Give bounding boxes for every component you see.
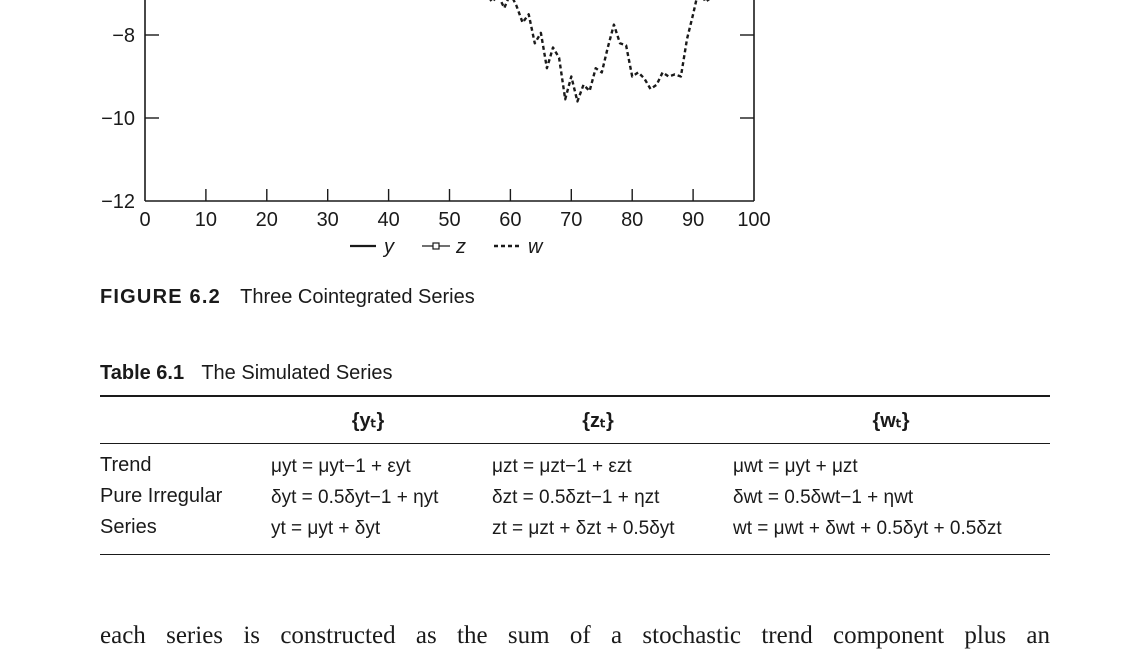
x-tick-label: 70 (560, 209, 582, 231)
x-tick-label: 20 (256, 209, 278, 231)
figure-caption: FIGURE 6.2 Three Cointegrated Series (100, 286, 475, 309)
figure-caption-text: Three Cointegrated Series (240, 286, 475, 308)
cell-trend-z: μzt = μzt−1 + εzt (492, 456, 632, 477)
x-tick-label: 60 (499, 209, 521, 231)
column-head-z: {zₜ} (582, 410, 614, 432)
table-caption-text: The Simulated Series (201, 362, 393, 384)
cell-trend-w: μwt = μyt + μzt (733, 456, 858, 477)
figure-label: FIGURE 6.2 (100, 286, 221, 308)
column-head-y: {yₜ} (351, 410, 385, 432)
cell-series-z: zt = μzt + δzt + 0.5δyt (492, 518, 675, 539)
row-label-series: Series (100, 516, 157, 538)
legend-w-label: w (528, 236, 544, 258)
axis-ticks: 0 10 20 30 40 50 60 70 80 90 100 −8 −10 −12 (101, 25, 771, 231)
x-tick-label: 90 (682, 209, 704, 231)
series-layer (489, 0, 711, 103)
y-tick-label: −10 (101, 108, 135, 130)
legend-z-marker (432, 242, 440, 250)
row-label-pure-irregular: Pure Irregular (100, 485, 223, 507)
y-tick-label: −8 (112, 25, 135, 47)
y-tick-label: −12 (101, 191, 135, 213)
cell-series-y: yt = μyt + δyt (271, 518, 381, 539)
table-label: Table 6.1 (100, 362, 185, 384)
cell-irregular-w: δwt = 0.5δwt−1 + ηwt (733, 487, 914, 508)
table-caption: Table 6.1 The Simulated Series (100, 362, 393, 385)
series-line-w (489, 0, 711, 103)
cell-trend-y: μyt = μyt−1 + εyt (271, 456, 411, 477)
x-tick-label: 50 (438, 209, 460, 231)
figure-6-2-chart: 0 10 20 30 40 50 60 70 80 90 100 −8 −10 −12 y z w (101, 0, 771, 258)
cell-irregular-z: δzt = 0.5δzt−1 + ηzt (492, 487, 660, 508)
table-bottom-rule (100, 554, 1050, 555)
row-label-trend: Trend (100, 454, 152, 476)
cell-irregular-y: δyt = 0.5δyt−1 + ηyt (271, 487, 439, 508)
x-tick-label: 40 (377, 209, 399, 231)
x-tick-label: 80 (621, 209, 643, 231)
table-top-rule (100, 395, 1050, 397)
column-head-w: {wₜ} (872, 410, 910, 432)
x-tick-label: 30 (317, 209, 339, 231)
table-header-rule (100, 443, 1050, 444)
x-tick-label: 10 (195, 209, 217, 231)
plot-frame (144, 0, 755, 202)
legend-y-label: y (382, 236, 395, 258)
body-paragraph-text: each series is constructed as the sum of… (100, 622, 1050, 649)
legend-z-label: z (455, 236, 466, 258)
cell-series-w: wt = μwt + δwt + 0.5δyt + 0.5δzt (733, 518, 1002, 539)
x-tick-label: 100 (737, 209, 770, 231)
x-tick-label: 0 (139, 209, 150, 231)
